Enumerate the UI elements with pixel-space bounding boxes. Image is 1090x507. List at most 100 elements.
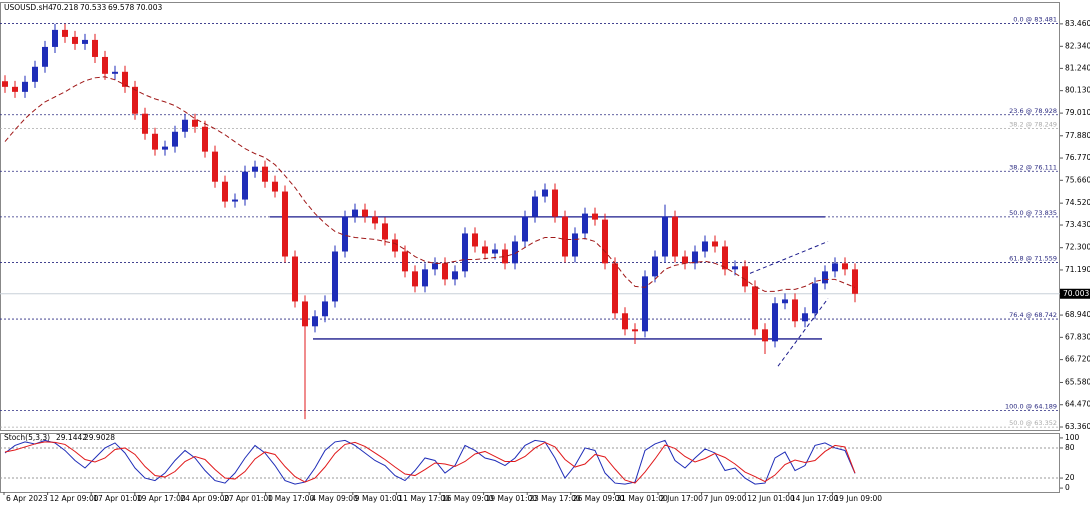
stoch-tick-label: 20: [1065, 473, 1075, 482]
candle-body: [312, 316, 318, 327]
candle-body: [292, 256, 298, 302]
last-price-box: [1060, 288, 1090, 299]
stoch-tick-label: 100: [1065, 433, 1080, 442]
candle-body: [742, 266, 748, 287]
candle-body: [552, 189, 558, 217]
stoch-signal: [4, 441, 856, 484]
x-tick-label: 11 May 17:00: [398, 494, 450, 503]
symbol: USOUSD.sH4: [4, 3, 53, 12]
x-tick-label: 17 Apr 01:00: [93, 494, 142, 503]
y-tick-label: 81.240: [1065, 63, 1090, 72]
candle-body: [462, 233, 468, 272]
y-tick-label: 63.360: [1065, 422, 1090, 431]
x-tick-label: 7 Jun 09:00: [704, 494, 747, 503]
x-tick-label: 19 Apr 17:00: [137, 494, 186, 503]
fib-label: 23.6 @ 78.928: [1009, 107, 1057, 115]
candle-body: [132, 86, 138, 114]
x-tick-label: 24 Apr 09:00: [180, 494, 229, 503]
candle-body: [522, 216, 528, 242]
y-tick-label: 68.940: [1065, 310, 1090, 319]
fib-label: 38.2 @ 76.111: [1009, 163, 1057, 171]
candle-body: [482, 246, 488, 254]
low-value: 69.578: [108, 3, 134, 12]
candle-body: [672, 216, 678, 257]
candle-body: [222, 181, 228, 202]
wedge-line: [777, 298, 829, 367]
close-value: 70.003: [136, 3, 162, 12]
candle-body: [702, 241, 708, 252]
candle-body: [262, 166, 268, 182]
candle-body: [22, 81, 28, 92]
candle-body: [332, 251, 338, 302]
candle-body: [322, 301, 328, 317]
candle-body: [382, 223, 388, 240]
candle-body: [92, 39, 98, 57]
candle-body: [732, 266, 738, 270]
fib-label: 100.0 @ 64.189: [1005, 402, 1057, 410]
y-tick-label: 72.300: [1065, 243, 1090, 252]
candle-body: [442, 263, 448, 280]
x-tick-label: 14 Jun 17:00: [791, 494, 839, 503]
candle-body: [712, 241, 718, 247]
candle-body: [62, 29, 68, 37]
candle-body: [172, 131, 178, 147]
candle-body: [202, 126, 208, 152]
fib-label: 0.0 @ 83.481: [1013, 15, 1057, 23]
candle-body: [352, 209, 358, 217]
fib-label: 76.4 @ 68.742: [1009, 311, 1057, 319]
candle-body: [242, 171, 248, 200]
candle-body: [52, 29, 58, 47]
y-tick-label: 73.430: [1065, 220, 1090, 229]
x-tick-label: 16 May 09:00: [442, 494, 494, 503]
candle-body: [722, 246, 728, 270]
candle-body: [662, 216, 668, 257]
candle-body: [152, 133, 158, 150]
candle-body: [802, 313, 808, 322]
candle-body: [392, 239, 398, 252]
fib-label: 61.8 @ 71.559: [1009, 255, 1057, 263]
candle-body: [362, 209, 368, 217]
y-tick-label: 74.520: [1065, 198, 1090, 207]
last-price-label: 70.003: [1063, 289, 1089, 298]
candle-body: [502, 249, 508, 264]
moving-average: [4, 76, 856, 292]
fib-label: 50.0 @ 73.835: [1009, 209, 1057, 217]
y-tick-label: 66.720: [1065, 355, 1090, 364]
candle-body: [632, 329, 638, 332]
candle-body: [762, 329, 768, 342]
stoch-panel: [0, 433, 1060, 493]
candle-body: [82, 39, 88, 44]
candle-body: [42, 46, 48, 67]
x-tick-label: 19 Jun 09:00: [834, 494, 882, 503]
candle-body: [792, 299, 798, 322]
candle-body: [692, 251, 698, 264]
y-tick-label: 64.470: [1065, 400, 1090, 409]
y-tick-label: 76.770: [1065, 153, 1090, 162]
candle-body: [602, 219, 608, 264]
y-tick-label: 82.340: [1065, 41, 1090, 50]
candle-body: [402, 251, 408, 272]
candle-body: [2, 81, 8, 87]
candle-body: [772, 303, 778, 342]
candle-body: [192, 119, 198, 127]
fib-label: 50.0 @ 63.352: [1009, 419, 1057, 427]
x-tick-label: 1 May 17:00: [268, 494, 315, 503]
stoch-main: [4, 439, 856, 485]
candle-body: [572, 233, 578, 257]
candle-body: [612, 263, 618, 314]
stoch-name: Stoch(5,3,3): [4, 433, 50, 442]
candle-body: [182, 119, 188, 132]
x-tick-label: 27 Apr 01:00: [224, 494, 273, 503]
candle-body: [302, 301, 308, 327]
candle-body: [852, 269, 858, 294]
candle-body: [112, 71, 118, 74]
x-tick-label: 9 May 01:00: [355, 494, 402, 503]
candle-body: [842, 263, 848, 270]
candle-body: [472, 233, 478, 247]
stoch-signal-value: 29.9028: [84, 433, 115, 442]
candle-body: [422, 269, 428, 287]
x-tick-label: 12 Jun 01:00: [747, 494, 795, 503]
candle-body: [412, 271, 418, 287]
candle-body: [592, 213, 598, 220]
x-tick-label: 6 Apr 2023: [6, 494, 48, 503]
